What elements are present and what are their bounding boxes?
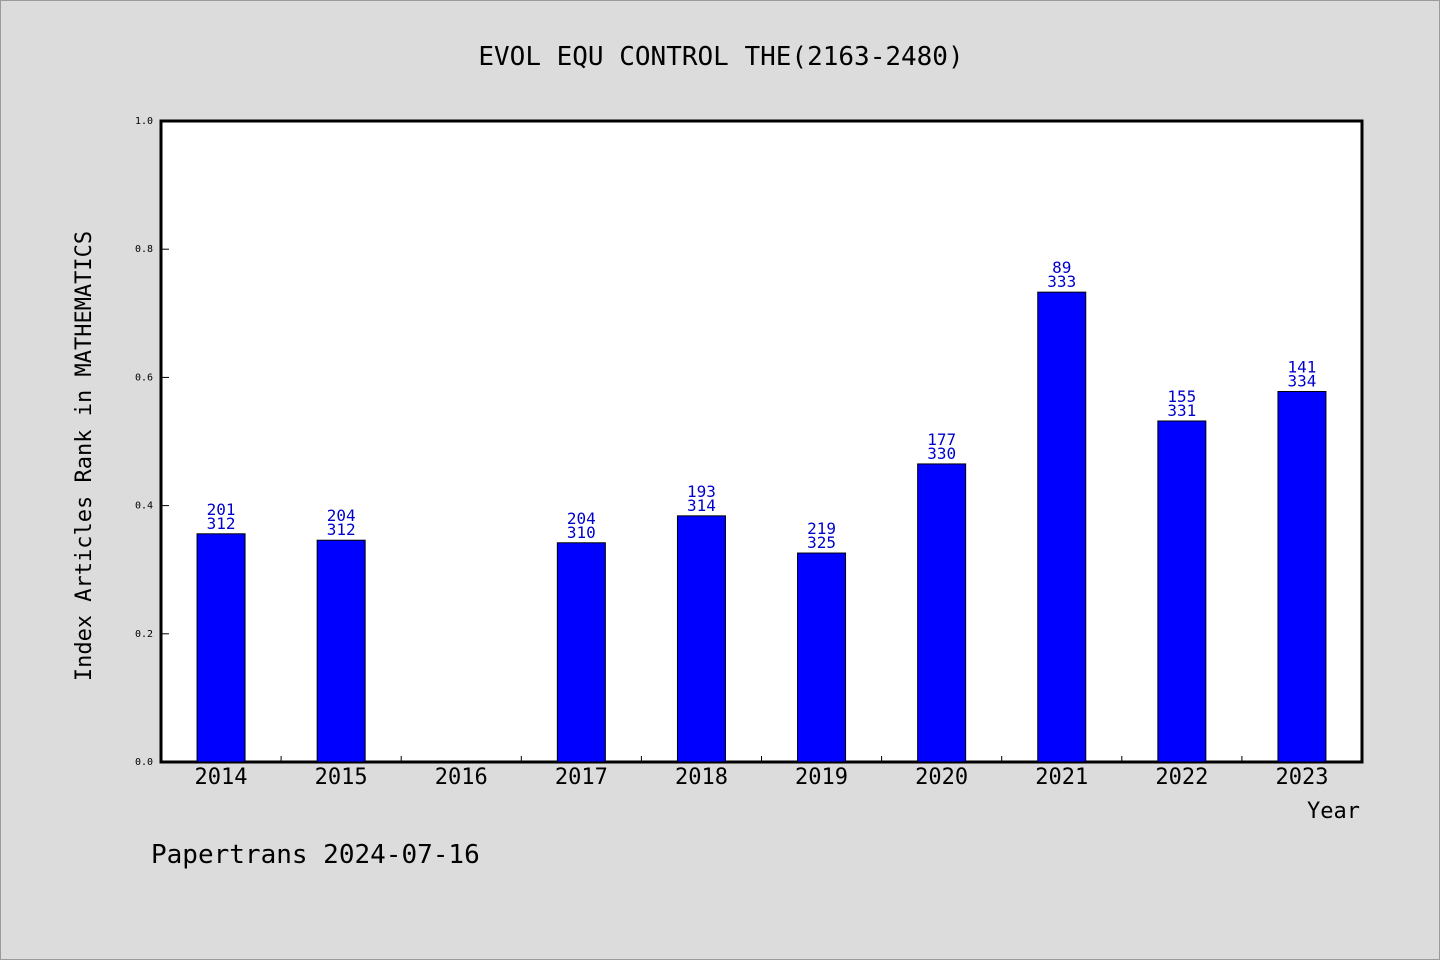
x-axis-label: Year [1307,799,1360,824]
x-tick-label: 2020 [915,765,968,790]
bar [1157,420,1207,763]
y-tick-label: 0.2 [135,629,153,640]
bar [316,539,366,763]
x-tick-label: 2014 [195,765,248,790]
y-axis-ticks: 0.0 0.2 0.4 0.6 0.8 1.0 [135,116,169,768]
x-tick-label: 2021 [1035,765,1088,790]
bar [1277,391,1327,763]
x-tick-label: 2023 [1275,765,1328,790]
data-label-top: 201 [207,500,236,519]
data-label-top: 177 [927,430,956,449]
y-tick-label: 0.6 [135,372,153,383]
data-label-bottom: 325 [807,533,836,552]
data-label-bottom: 331 [1167,401,1196,420]
x-tick-label: 2018 [675,765,728,790]
x-tick-label: 2016 [435,765,488,790]
x-axis-ticks: 2014 2015 2016 2017 2018 2019 2020 2021 2022 2023 [195,756,1328,790]
y-axis-label: Index Articles Rank in MATHEMATICS [72,231,97,681]
bars-group [196,291,1327,763]
data-label-top: 204 [567,509,596,528]
data-label-bottom: 312 [327,520,356,539]
data-label-bottom: 312 [207,514,236,533]
data-label-top: 219 [807,519,836,538]
x-tick-label: 2022 [1155,765,1208,790]
x-tick-label: 2015 [315,765,368,790]
y-tick-label: 0.0 [135,757,153,768]
data-label-top: 193 [687,482,716,501]
data-label-top: 141 [1287,358,1316,377]
data-label-bottom: 314 [687,496,716,515]
chart-title: EVOL EQU CONTROL THE(2163-2480) [478,42,963,72]
bar [556,542,606,763]
data-label-bottom: 333 [1047,272,1076,291]
bar [676,515,726,763]
bar [917,463,967,763]
data-label-bottom: 330 [927,444,956,463]
y-tick-label: 0.8 [135,244,153,255]
data-label-top: 155 [1167,387,1196,406]
data-label-bottom: 334 [1287,372,1316,391]
x-tick-label: 2017 [555,765,608,790]
data-label-top: 89 [1052,258,1071,277]
bar [797,552,847,763]
bar [1037,291,1087,763]
data-label-top: 204 [327,506,356,525]
data-label-bottom: 310 [567,523,596,542]
y-tick-label: 1.0 [135,116,153,127]
bar [196,533,246,763]
footer-text: Papertrans 2024-07-16 [151,840,480,870]
y-tick-label: 0.4 [135,501,153,512]
x-tick-label: 2019 [795,765,848,790]
